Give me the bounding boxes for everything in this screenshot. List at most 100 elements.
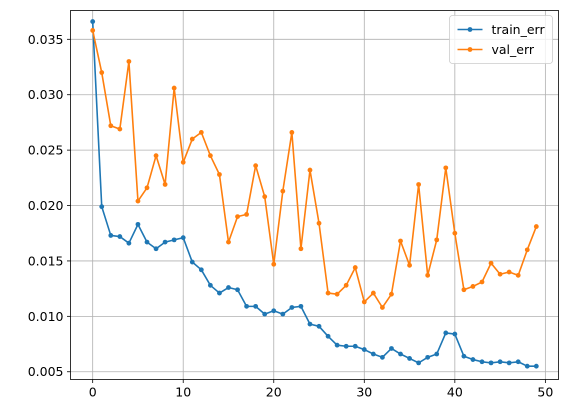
train_err-point	[352, 343, 358, 349]
val_err-point	[244, 211, 249, 217]
train_err-point	[280, 311, 286, 317]
x-tick-label: 10	[175, 385, 191, 400]
train_err-point	[461, 353, 467, 359]
val_err-point	[407, 262, 412, 268]
train_err-point	[198, 267, 204, 273]
y-tick-label: 0.005	[28, 364, 64, 379]
val_err-point	[144, 185, 150, 191]
y-tick-label: 0.025	[28, 143, 64, 158]
legend-swatch-marker	[467, 47, 473, 52]
train_err-point	[153, 246, 159, 252]
train_err-point	[262, 311, 268, 317]
val_err-point	[307, 167, 313, 173]
val_err-point	[380, 305, 385, 310]
val_err-point	[226, 239, 231, 245]
train_err-point	[425, 354, 431, 360]
train_err-point	[298, 303, 304, 309]
val_err-point	[171, 85, 177, 91]
val_err-point	[162, 182, 168, 187]
val_err-point	[343, 282, 349, 288]
val_err-point	[434, 237, 440, 243]
train_err-point	[533, 363, 539, 369]
val_err-point	[298, 246, 304, 252]
val_err-point	[425, 272, 431, 278]
train_err-point	[370, 351, 376, 357]
val_err-point	[180, 159, 186, 165]
val_err-point	[352, 265, 358, 270]
train_err-point	[443, 330, 449, 336]
train_err-point	[171, 237, 177, 243]
x-tick-label: 20	[266, 385, 282, 400]
series-layer	[90, 19, 539, 369]
val_err-point	[370, 290, 376, 296]
val_err-point	[533, 224, 539, 229]
train_err-point	[226, 285, 231, 290]
val_err-point	[316, 220, 322, 226]
train_err-point	[524, 363, 530, 369]
train_err-point	[434, 351, 440, 357]
legend-label: val_err	[492, 42, 535, 57]
val_err-point	[280, 188, 286, 194]
train_err-point	[162, 239, 168, 245]
train_err-point	[189, 259, 195, 265]
train_err-point	[126, 240, 132, 246]
train_err-point	[207, 282, 213, 288]
train_err-point	[135, 221, 141, 227]
grid	[70, 10, 559, 380]
val_err-point	[515, 272, 521, 278]
y-tick-label: 0.010	[28, 309, 64, 324]
train_err-point	[235, 287, 240, 293]
legend-item-train_err: train_err	[457, 22, 546, 37]
train_err-point	[180, 235, 186, 241]
val_err-point	[108, 123, 114, 129]
series-val_err	[90, 28, 539, 310]
y-tick-label: 0.030	[28, 87, 64, 102]
x-tick-label: 50	[537, 385, 553, 400]
train_err-point	[289, 305, 295, 310]
val_err-point	[262, 194, 268, 200]
val_err-line	[91, 30, 538, 309]
train_err-point	[506, 360, 512, 366]
plot-frame	[70, 10, 559, 380]
x-tick-label: 30	[356, 385, 372, 400]
train_err-point	[343, 343, 349, 349]
y-tick-label: 0.020	[28, 198, 64, 213]
series-train_err	[90, 19, 539, 369]
val_err-point	[90, 28, 96, 33]
val_err-point	[99, 70, 105, 75]
val_err-point	[198, 129, 204, 135]
val_err-point	[153, 153, 159, 159]
legend-box	[449, 15, 553, 64]
train_err-point	[144, 239, 150, 245]
val_err-point	[452, 230, 458, 236]
val_err-point	[235, 214, 240, 220]
val_err-point	[289, 129, 295, 135]
train_err-point	[316, 323, 322, 329]
train_err-point	[479, 359, 485, 365]
train_err-point	[325, 333, 331, 339]
train_err-point	[108, 233, 114, 238]
legend-swatch-marker	[467, 27, 473, 32]
val_err-point	[506, 269, 512, 275]
val_err-point	[497, 271, 503, 277]
train_err-point	[117, 234, 123, 239]
val_err-point	[189, 136, 195, 142]
y-tick-label: 0.035	[28, 32, 64, 47]
x-tick-label: 40	[447, 385, 463, 400]
train_err-point	[361, 347, 367, 352]
val_err-point	[398, 238, 403, 244]
val_err-point	[117, 126, 123, 132]
train_err-point	[398, 351, 403, 357]
val_err-point	[488, 260, 494, 266]
val_err-point	[389, 291, 394, 297]
val_err-point	[126, 59, 132, 64]
legend-label: train_err	[492, 22, 546, 37]
legend-item-val_err: val_err	[457, 42, 535, 57]
train_err-point	[253, 303, 259, 309]
val_err-point	[253, 163, 259, 169]
train_err-point	[380, 354, 385, 360]
val_err-point	[416, 182, 422, 187]
train_err-point	[217, 290, 222, 296]
train_err-point	[515, 359, 521, 365]
